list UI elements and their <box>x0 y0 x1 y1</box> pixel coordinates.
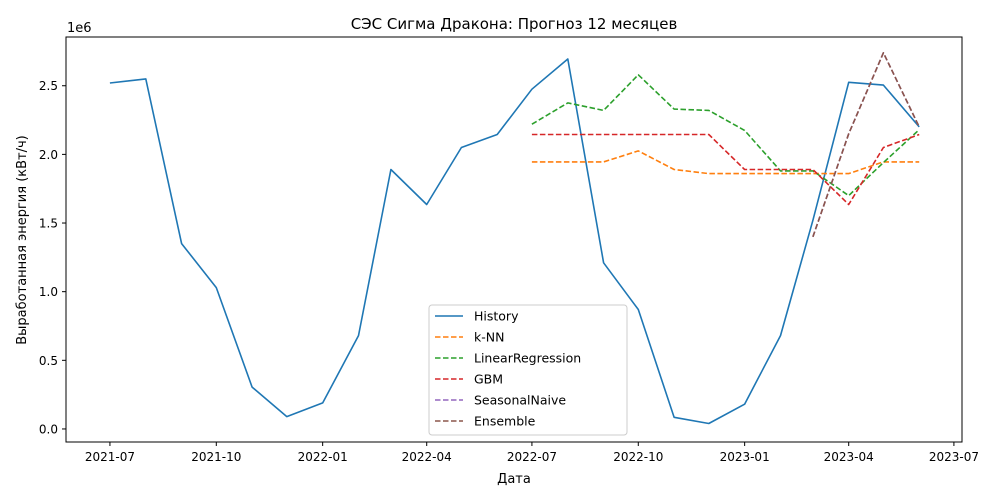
legend-label-gbm: GBM <box>474 372 503 387</box>
y-tick-label: 2.0 <box>39 148 58 162</box>
legend-box <box>428 304 628 436</box>
legend-label-history: History <box>474 309 519 324</box>
series-line-history <box>109 58 920 425</box>
y-tick-label: 1.5 <box>39 217 58 231</box>
y-tick-label: 0.0 <box>39 422 58 436</box>
x-tick-label: 2022-07 <box>507 450 557 464</box>
x-tick-label: 2023-01 <box>720 450 770 464</box>
x-tick-label: 2023-04 <box>824 450 874 464</box>
legend-label-ensemble: Ensemble <box>474 414 536 429</box>
chart-title: СЭС Сигма Дракона: Прогноз 12 месяцев <box>351 15 678 33</box>
plot-frame <box>65 36 963 443</box>
x-tick-label: 2022-04 <box>402 450 452 464</box>
x-tick-label: 2023-07 <box>929 450 979 464</box>
y-offset-label: 1e6 <box>67 21 92 36</box>
legend-label-linearregression: LinearRegression <box>474 351 581 366</box>
series-line-gbm <box>531 133 920 206</box>
legend-label-k-nn: k-NN <box>474 330 504 345</box>
x-tick-label: 2022-01 <box>298 450 348 464</box>
series-line-ensemble <box>812 51 920 238</box>
ticks-layer: 2021-07 2021-10 2022-01 2022-04 2022-07 2022-… <box>39 79 979 464</box>
y-tick-label: 0.5 <box>39 354 58 368</box>
series-line-linearregression <box>531 74 920 197</box>
y-tick-label: 2.5 <box>39 79 58 93</box>
x-tick-label: 2021-07 <box>85 450 135 464</box>
series-layer <box>109 51 920 425</box>
legend: History k-NN LinearRegression GBM SeasonalNa… <box>428 304 628 436</box>
y-axis-label: Выработанная энергия (кВт/ч) <box>15 135 30 345</box>
x-axis-label: Дата <box>497 472 531 487</box>
series-line-k-nn <box>531 150 920 175</box>
y-tick-label: 1.0 <box>39 285 58 299</box>
x-tick-label: 2021-10 <box>191 450 241 464</box>
legend-label-seasonalnaive: SeasonalNaive <box>474 393 566 408</box>
x-tick-label: 2022-10 <box>613 450 663 464</box>
